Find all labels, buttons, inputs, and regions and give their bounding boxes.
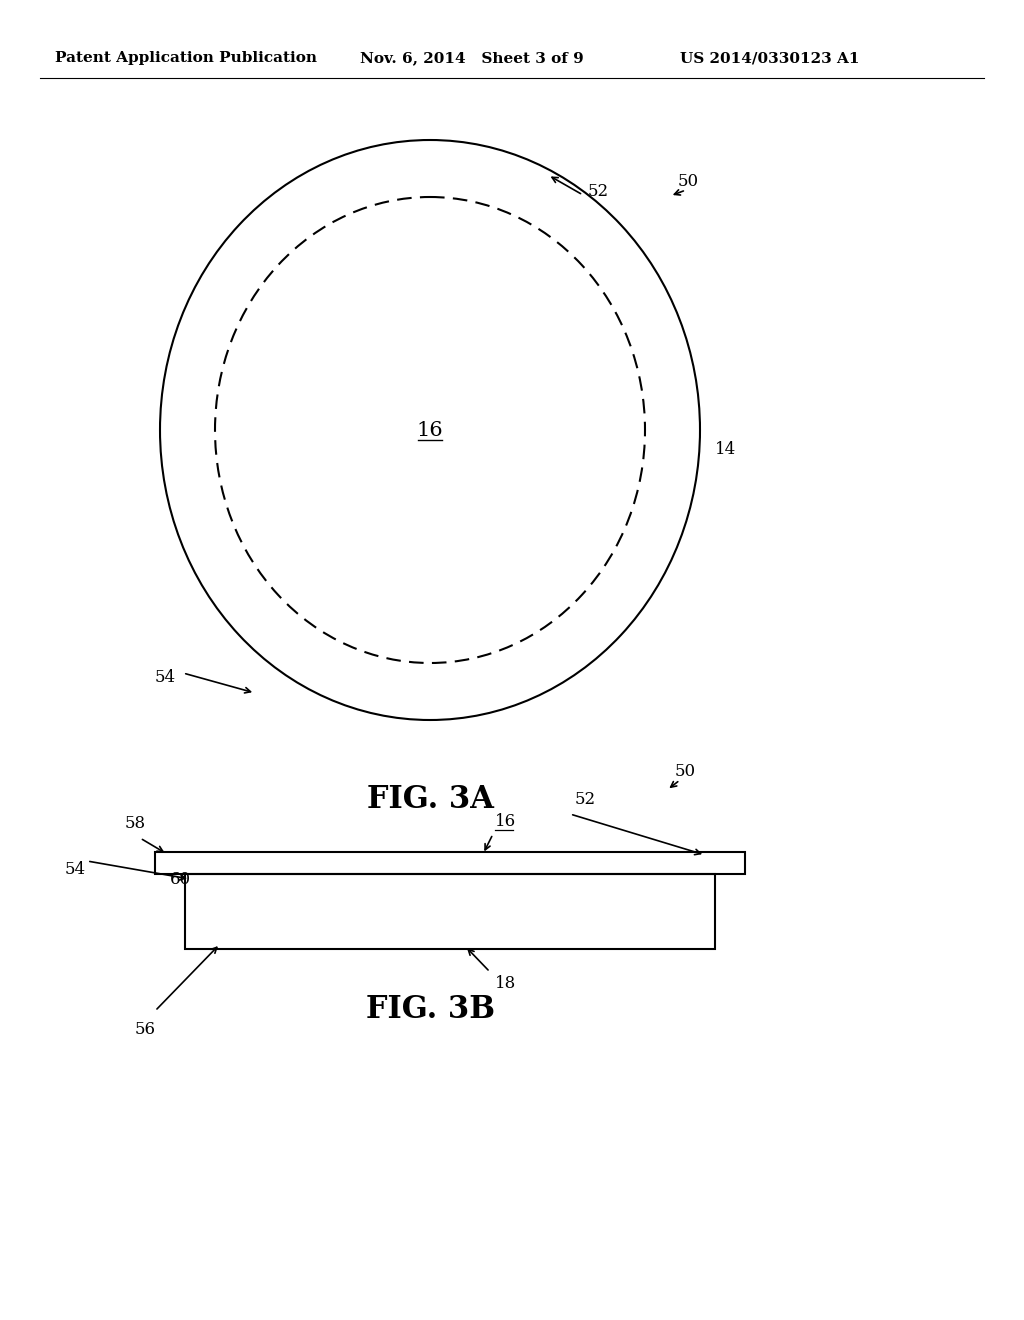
Bar xyxy=(155,851,745,874)
Text: 14: 14 xyxy=(715,441,736,458)
Text: 16: 16 xyxy=(495,813,516,830)
Text: 16: 16 xyxy=(417,421,443,440)
Text: 52: 52 xyxy=(575,792,596,808)
Text: 52: 52 xyxy=(588,183,609,201)
Text: 58: 58 xyxy=(125,816,146,833)
Text: FIG. 3A: FIG. 3A xyxy=(367,784,494,816)
Text: Nov. 6, 2014   Sheet 3 of 9: Nov. 6, 2014 Sheet 3 of 9 xyxy=(360,51,584,65)
Bar xyxy=(185,874,715,949)
Text: US 2014/0330123 A1: US 2014/0330123 A1 xyxy=(680,51,859,65)
Text: 18: 18 xyxy=(495,975,516,993)
Text: 56: 56 xyxy=(135,1020,156,1038)
Text: Patent Application Publication: Patent Application Publication xyxy=(55,51,317,65)
Text: 54: 54 xyxy=(155,669,176,686)
Text: 54: 54 xyxy=(65,861,86,878)
Text: 60: 60 xyxy=(170,870,191,887)
Text: 50: 50 xyxy=(675,763,696,780)
Text: FIG. 3B: FIG. 3B xyxy=(366,994,495,1026)
Text: 50: 50 xyxy=(678,173,699,190)
